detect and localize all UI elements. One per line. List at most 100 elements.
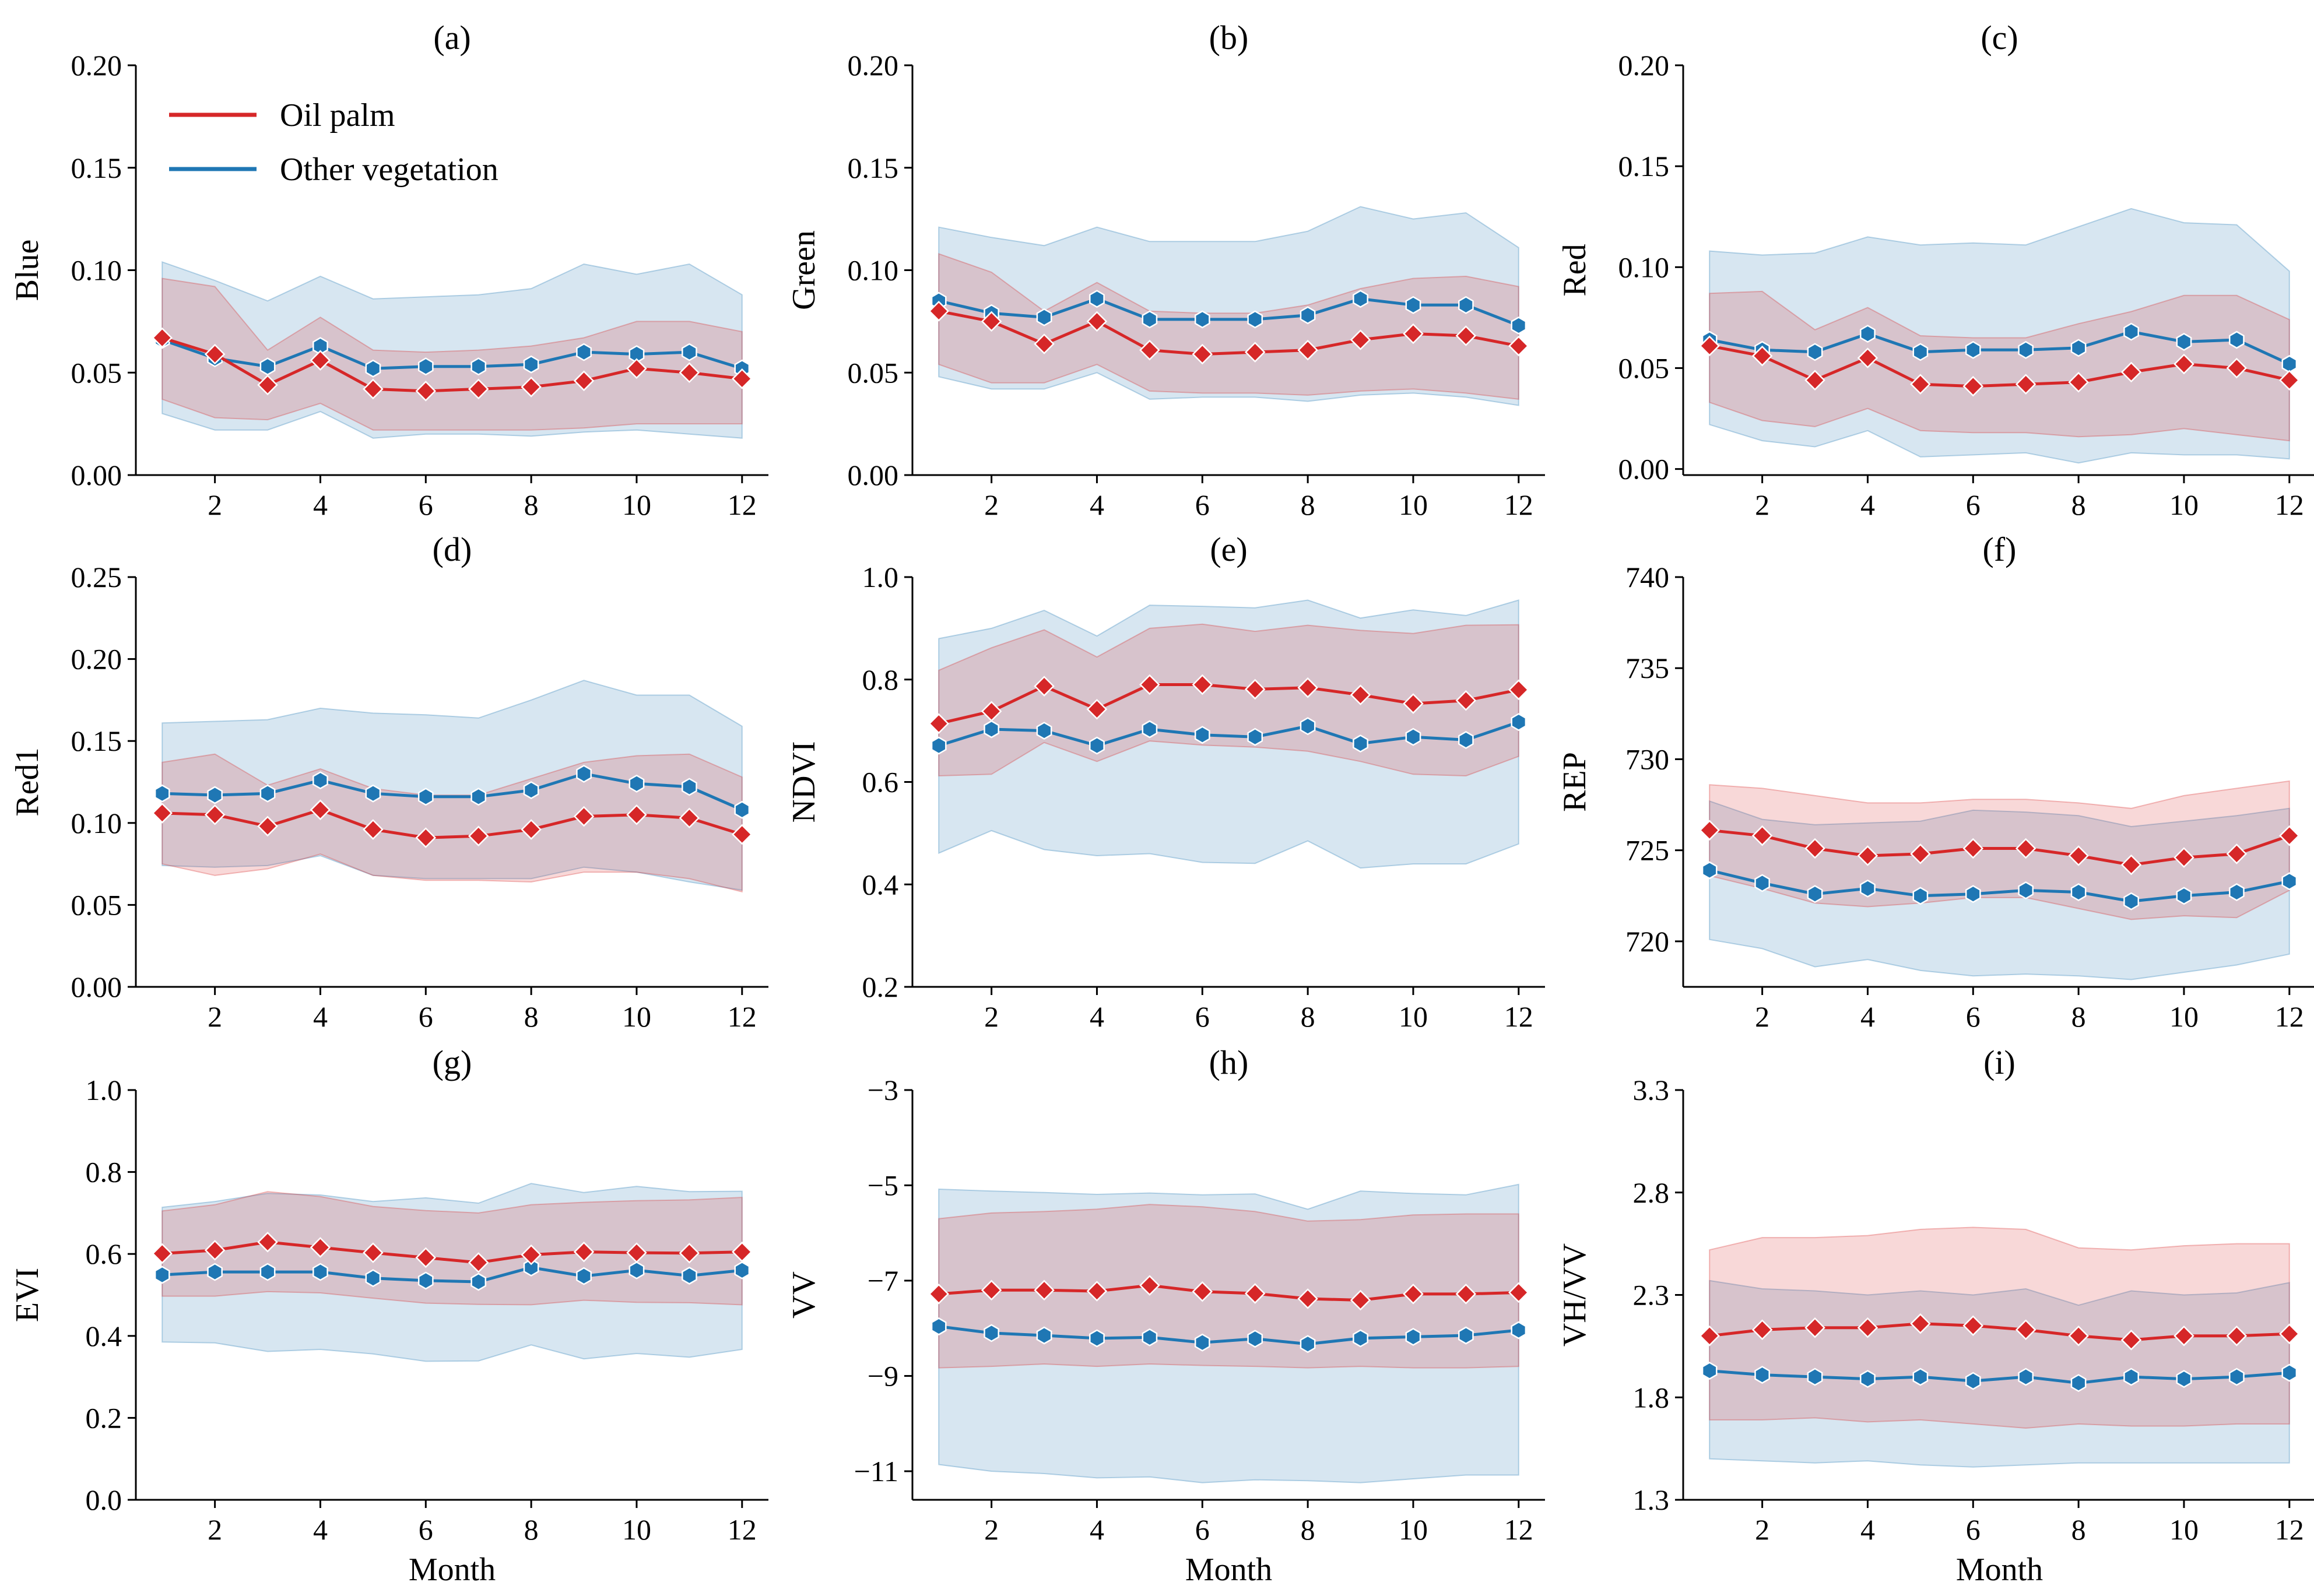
x-tick-label: 4: [1090, 1513, 1104, 1546]
oil-palm-marker: [981, 1279, 1002, 1301]
oil-palm-marker: [363, 378, 384, 400]
y-tick-label: −5: [868, 1169, 898, 1201]
other-vegetation-marker: [682, 343, 697, 361]
oil-palm-marker: [679, 807, 700, 829]
other-vegetation-band: [1709, 208, 2290, 464]
other-vegetation-marker: [1353, 734, 1368, 753]
other-vegetation-marker: [628, 1261, 645, 1279]
other-vegetation-marker: [1511, 713, 1527, 732]
oil-palm-marker: [2279, 825, 2300, 846]
oil-palm-marker: [521, 1244, 542, 1265]
x-tick-label: 2: [1755, 1000, 1769, 1033]
x-tick-label: 4: [313, 1513, 328, 1546]
other-vegetation-band: [161, 261, 743, 439]
oil-palm-marker: [2068, 1326, 2089, 1347]
oil-palm-marker: [1455, 690, 1477, 711]
other-vegetation-line: [1709, 330, 2290, 365]
oil-palm-marker: [2173, 1326, 2194, 1347]
oil-palm-marker: [152, 1243, 173, 1264]
x-tick-label: 8: [524, 1000, 539, 1033]
panel-title: (f): [1983, 530, 2017, 568]
oil-palm-marker: [2015, 374, 2036, 395]
oil-palm-marker: [981, 311, 1002, 332]
oil-palm-marker: [521, 377, 542, 398]
other-vegetation-marker: [734, 1261, 750, 1279]
oil-palm-marker: [1034, 676, 1055, 697]
oil-palm-marker: [1350, 684, 1371, 705]
oil-palm-marker: [1403, 323, 1424, 344]
other-vegetation-marker: [2229, 883, 2245, 901]
oil-palm-marker: [1804, 370, 1825, 391]
other-vegetation-marker: [1807, 885, 1823, 904]
other-vegetation-marker: [470, 357, 487, 376]
oil-palm-marker: [1244, 1283, 1266, 1304]
oil-palm-marker: [257, 374, 278, 396]
panel-b: 0.00 0.05 0.10 0.15 0.20 2 4 6 8 10 12 (b) Green: [786, 19, 1545, 521]
other-vegetation-marker: [1701, 861, 1718, 880]
x-tick-label: 6: [419, 1000, 433, 1033]
x-axis-label: Month: [1185, 1552, 1272, 1588]
oil-palm-marker: [1962, 838, 1984, 859]
y-tick-label: 2.8: [1633, 1176, 1670, 1209]
x-tick-label: 12: [728, 488, 757, 521]
y-tick-label: 720: [1625, 925, 1669, 958]
other-vegetation-marker: [523, 1258, 539, 1277]
x-axis-label: Month: [409, 1552, 496, 1588]
y-tick-label: 0.20: [71, 643, 122, 676]
y-tick-label: 0.15: [848, 152, 899, 184]
oil-palm-marker: [732, 368, 753, 389]
other-vegetation-marker: [2123, 1368, 2139, 1386]
other-vegetation-marker: [1458, 1326, 1474, 1345]
other-vegetation-marker: [2229, 1368, 2245, 1386]
oil-palm-marker: [1034, 1279, 1055, 1301]
other-vegetation-marker: [1860, 1370, 1876, 1388]
y-tick-label: 0.15: [71, 152, 122, 184]
panels: 0.000.050.100.150.202 4 6 8 10 12(a)Blue0.000…: [9, 19, 2314, 1588]
x-tick-label: 2: [984, 1513, 999, 1546]
oil-palm-marker: [1508, 1282, 1529, 1303]
x-tick-label: 8: [1301, 1513, 1315, 1546]
x-axis-label: Month: [1956, 1552, 2043, 1588]
oil-palm-marker: [1962, 375, 1984, 397]
other-vegetation-line: [938, 1325, 1519, 1346]
x-tick-label: 4: [1860, 1000, 1875, 1033]
other-vegetation-marker: [259, 1263, 276, 1281]
oil-palm-marker: [1699, 1326, 1720, 1347]
other-vegetation-marker: [1912, 343, 1929, 361]
oil-palm-marker: [1086, 311, 1108, 332]
y-axis-label: Red1: [9, 747, 45, 816]
other-vegetation-line: [162, 1265, 743, 1284]
other-vegetation-marker: [576, 343, 592, 361]
other-vegetation-marker: [154, 784, 170, 803]
oil-palm-marker: [257, 1232, 278, 1253]
oil-palm-marker: [2279, 370, 2300, 391]
oil-palm-marker: [928, 1284, 949, 1305]
other-vegetation-marker: [1405, 1327, 1421, 1346]
other-vegetation-marker: [1089, 290, 1105, 308]
other-vegetation-marker: [1912, 887, 1929, 905]
oil-palm-marker: [1086, 1281, 1108, 1302]
other-vegetation-marker: [470, 1272, 487, 1291]
panel-d: 0.00 0.05 0.10 0.15 0.20 0.25 2 4 6 8 10 12 (d) Red1: [9, 530, 768, 1033]
x-tick-label: 10: [622, 1000, 651, 1033]
oil-palm-marker: [1192, 343, 1213, 365]
other-vegetation-marker: [1458, 296, 1474, 314]
other-vegetation-marker: [1247, 1330, 1263, 1348]
x-tick-label: 4: [1860, 488, 1875, 521]
other-vegetation-marker: [1036, 722, 1052, 740]
oil-palm-marker: [1910, 1313, 1931, 1334]
other-vegetation-line: [1709, 1369, 2290, 1385]
oil-palm-band: [1709, 780, 2290, 920]
other-vegetation-line: [161, 338, 743, 370]
oil-palm-marker: [573, 806, 595, 827]
oil-palm-marker: [2068, 845, 2089, 866]
other-vegetation-marker: [523, 355, 539, 374]
oil-palm-marker: [310, 799, 331, 821]
legend-oil-palm-label: Oil palm: [280, 97, 395, 133]
oil-palm-marker: [626, 1242, 647, 1263]
other-vegetation-marker: [1142, 720, 1158, 739]
x-tick-label: 2: [208, 1000, 222, 1033]
x-tick-label: 6: [419, 488, 433, 521]
oil-palm-marker: [1350, 329, 1371, 350]
oil-palm-marker: [1857, 347, 1878, 368]
